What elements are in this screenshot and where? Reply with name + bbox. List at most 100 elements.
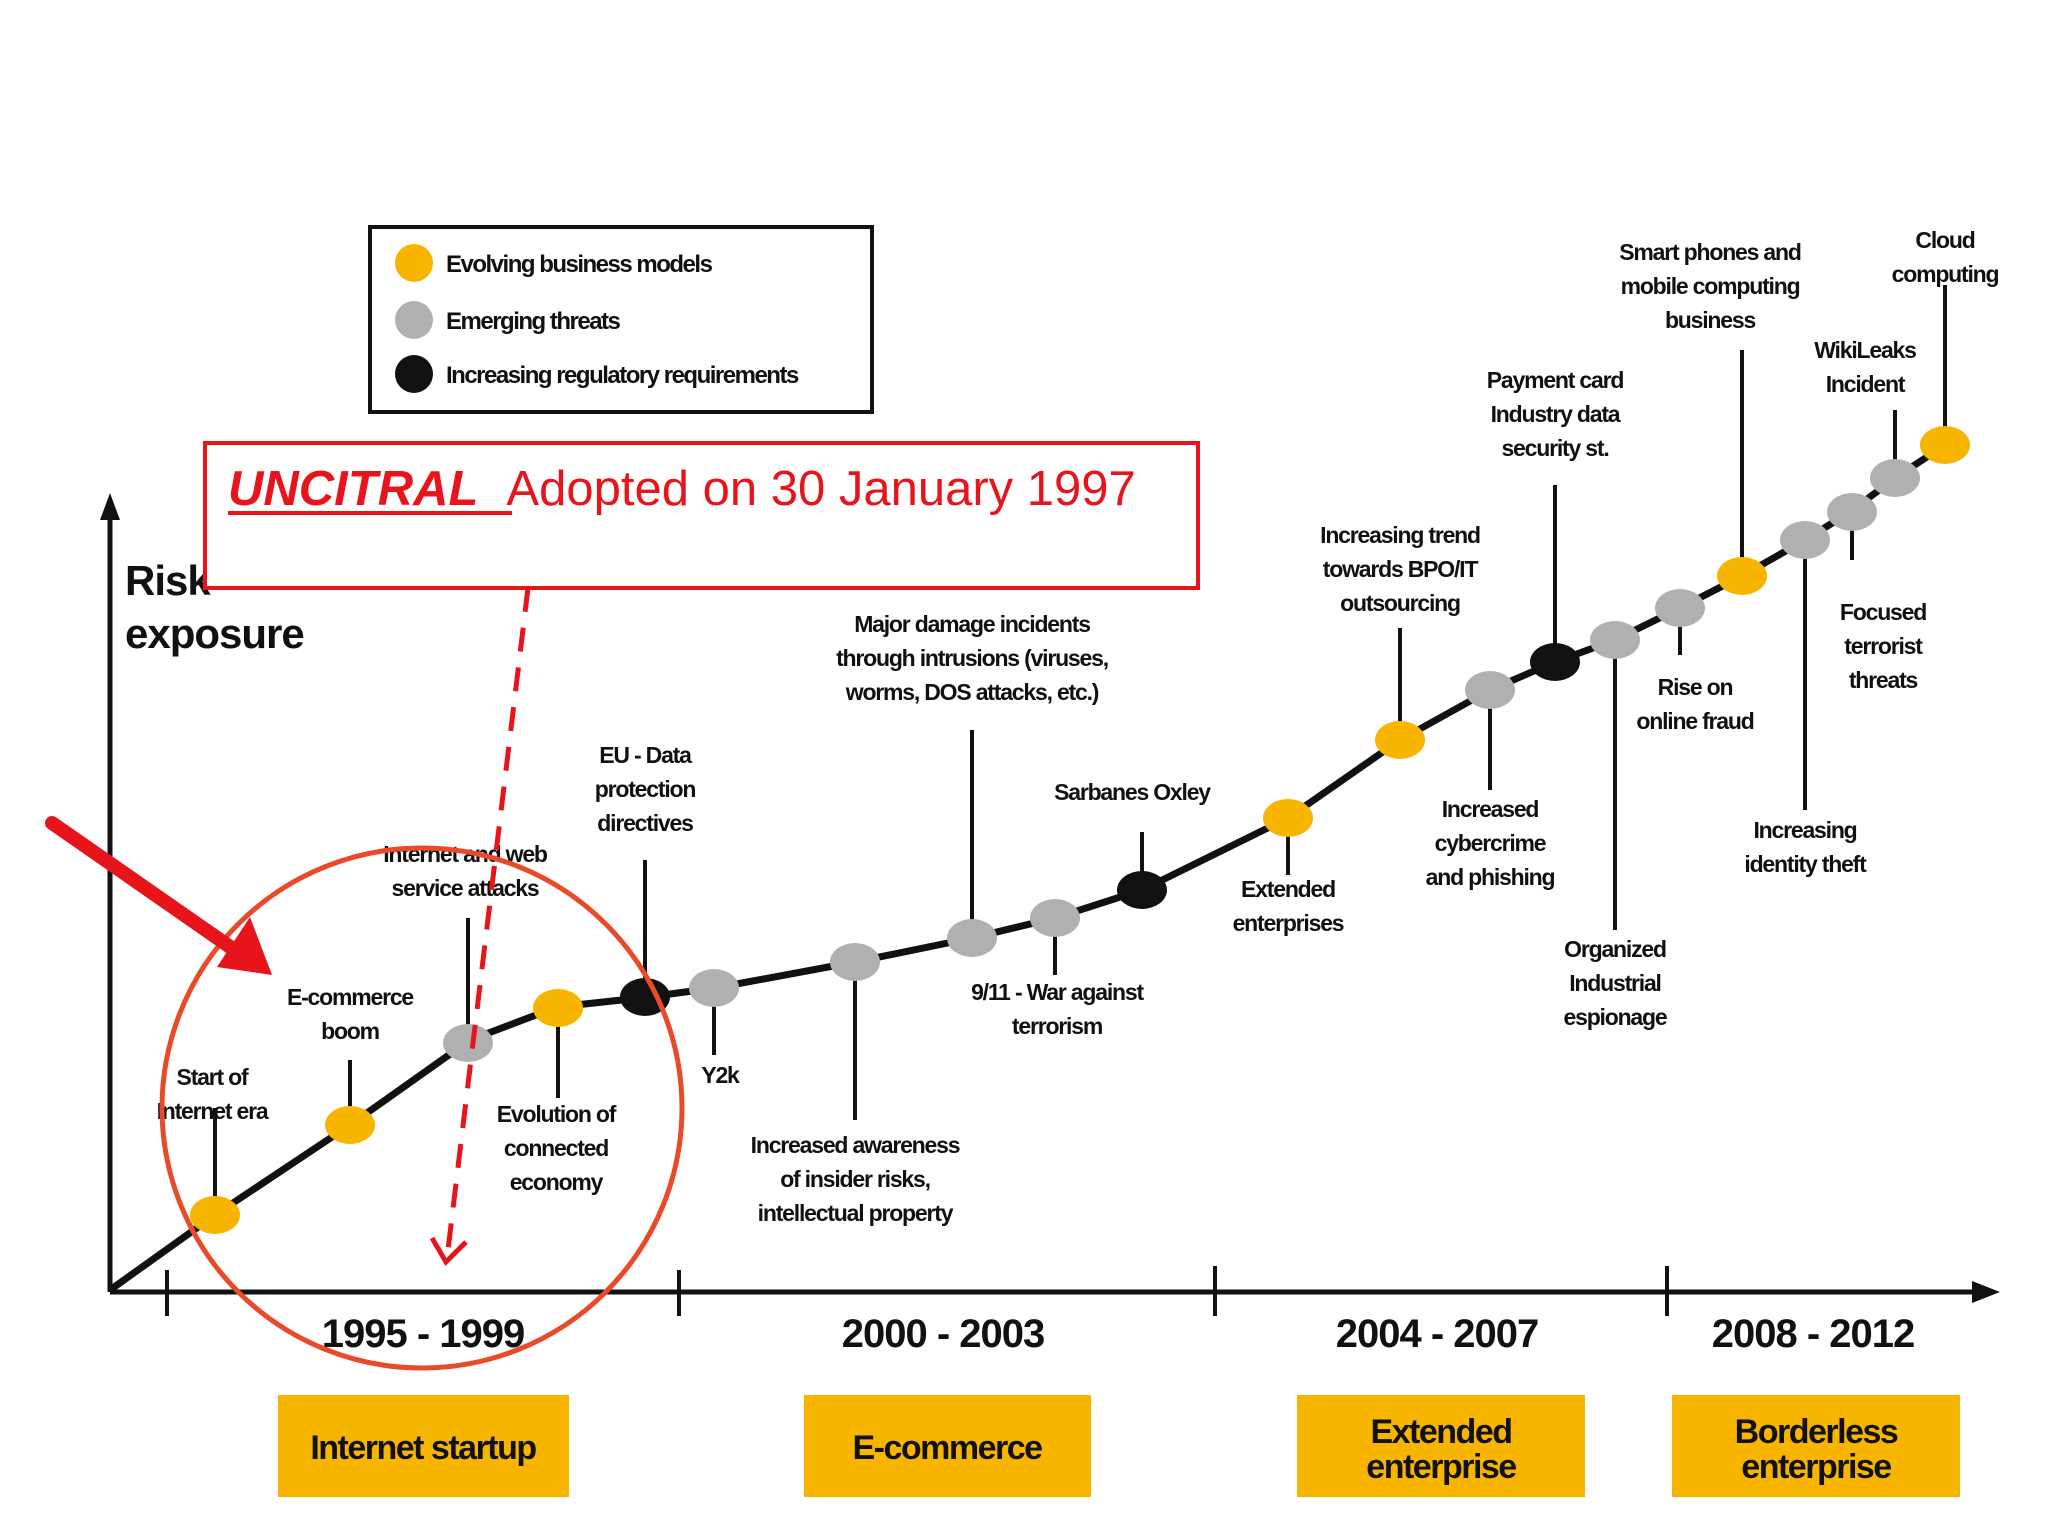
event-label-organized-industrial-espionage: espionage [1564,1004,1667,1030]
highlight-circle [159,845,685,1371]
event-label-smart-phones-and-mobile-computing-business: business [1665,307,1756,333]
event-label-start-of-internet-era: Start of [177,1064,249,1090]
legend-business-marker [395,244,433,282]
event-label-sarbanes-oxley: Sarbanes Oxley [1054,779,1211,805]
x-axis-arrowhead [1972,1281,2000,1303]
event-label-organized-industrial-espionage: Industrial [1569,970,1661,996]
event-label-major-damage-incidents-through-intrusions-viruses-worms-dos-attacks-etc: through intrusions (viruses, [836,645,1108,671]
legend-box [368,225,874,414]
event-label-major-damage-incidents-through-intrusions-viruses-worms-dos-attacks-etc: worms, DOS attacks, etc.) [845,679,1099,705]
phase-label: Borderless [1735,1413,1898,1451]
dashed-connector [445,587,531,1251]
event-label-evolution-of-connected-economy: Evolution of [497,1101,617,1127]
event-marker-business-start-of-internet-era [190,1196,240,1234]
event-label-focused-terrorist-threats: Focused [1840,599,1926,625]
axes: Risk exposure [100,493,2000,1316]
event-label-cloud-computing: Cloud [1915,227,1974,253]
event-label-smart-phones-and-mobile-computing-business: Smart phones and [1619,239,1801,265]
event-label-eu-data-protection-directives: EU - Data [599,742,692,768]
legend: Evolving business models Emerging threat… [368,225,874,414]
event-marker-threat-wikileaks-incident [1870,459,1920,497]
pointer-arrow-head [217,917,272,975]
event-label-increased-cybercrime-and-phishing: Increased [1442,796,1539,822]
event-marker-regulatory-payment-card-industry-data-security-st [1530,643,1580,681]
event-label-e-commerce-boom: E-commerce [287,984,413,1010]
uncitral-label: UNCITRAL [228,462,478,516]
phase-box-internet-startup [278,1395,569,1497]
event-label-rise-on-online-fraud: Rise on [1658,674,1733,700]
event-label-increased-awareness-of-insider-risks-intellectual-property: intellectual property [758,1200,954,1226]
y-axis-arrowhead [100,493,120,520]
event-marker-business-smart-phones-and-mobile-computing-business [1717,557,1767,595]
uncitral-callout-title: UNCITRAL Adopted on 30 January 1997 [228,462,1136,516]
event-label-smart-phones-and-mobile-computing-business: mobile computing [1621,273,1800,299]
event-label-increasing-trend-towards-bpo-it-outsourcing: outsourcing [1340,590,1460,616]
period-label: 2008 - 2012 [1712,1312,1915,1356]
event-label-9-11-war-against-terrorism: terrorism [1012,1013,1103,1039]
event-marker-threat-internet-and-web-service-attacks [443,1024,493,1062]
event-label-focused-terrorist-threats: terrorist [1844,633,1923,659]
y-axis-label-risk: Risk [125,557,211,604]
event-label-evolution-of-connected-economy: connected [504,1135,608,1161]
event-marker-threat-focused-terrorist-threats [1827,493,1877,531]
pointer-arrow-shaft [45,816,253,965]
event-marker-threat-rise-on-online-fraud [1655,589,1705,627]
phase-boxes: Internet startup E-commerce Extended ent… [278,1395,1960,1497]
phase-label: E-commerce [852,1429,1042,1467]
event-label-increasing-identity-theft: Increasing [1753,817,1856,843]
event-label-wikileaks-incident: Incident [1826,371,1906,397]
event-marker-business-evolution-of-connected-economy [533,989,583,1027]
event-label-payment-card-industry-data-security-st: Industry data [1491,401,1621,427]
event-marker-threat-increased-awareness-of-insider-risks-intellectual-property [830,943,880,981]
event-label-eu-data-protection-directives: directives [597,810,693,836]
event-label-cloud-computing: computing [1892,261,1999,287]
y-axis-label-exposure: exposure [125,610,304,657]
event-marker-regulatory-sarbanes-oxley [1117,871,1167,909]
event-label-payment-card-industry-data-security-st: security st. [1501,435,1608,461]
event-marker-threat-major-damage-incidents-through-intrusions-viruses-worms-dos-attacks-etc [947,919,997,957]
event-label-9-11-war-against-terrorism: 9/11 - War against [971,979,1144,1005]
event-label-increased-cybercrime-and-phishing: and phishing [1426,864,1555,890]
period-label: 1995 - 1999 [322,1312,525,1356]
phase-label: Extended [1370,1413,1511,1451]
event-label-focused-terrorist-threats: threats [1849,667,1918,693]
event-label-y2k: Y2k [701,1062,740,1088]
event-label-major-damage-incidents-through-intrusions-viruses-worms-dos-attacks-etc: Major damage incidents [854,611,1090,637]
legend-regulatory-label: Increasing regulatory requirements [446,362,799,389]
event-marker-threat-increased-cybercrime-and-phishing [1465,671,1515,709]
period-labels: 1995 - 1999 2000 - 2003 2004 - 2007 2008… [322,1312,1916,1356]
event-label-increasing-identity-theft: identity theft [1744,851,1867,877]
uncitral-callout-box [203,441,1200,590]
event-marker-business-e-commerce-boom [325,1106,375,1144]
event-marker-business-cloud-computing [1920,426,1970,464]
legend-threat-marker [395,301,433,339]
event-label-payment-card-industry-data-security-st: Payment card [1487,367,1624,393]
dashed-connector-arrowhead [429,1236,468,1267]
event-marker-threat-9-11-war-against-terrorism [1030,899,1080,937]
risk-curve [107,442,1947,1293]
event-marker-threat-y2k [689,969,739,1007]
legend-threat-label: Emerging threats [446,308,621,335]
event-label-rise-on-online-fraud: online fraud [1636,708,1753,734]
event-label-increased-awareness-of-insider-risks-intellectual-property: of insider risks, [780,1166,930,1192]
event-label-increasing-trend-towards-bpo-it-outsourcing: towards BPO/IT [1323,556,1479,582]
event-label-extended-enterprises: enterprises [1233,910,1344,936]
period-label: 2000 - 2003 [842,1312,1045,1356]
event-marker-business-increasing-trend-towards-bpo-it-outsourcing [1375,721,1425,759]
event-label-wikileaks-incident: WikiLeaks [1814,337,1916,363]
event-marker-threat-organized-industrial-espionage [1590,621,1640,659]
period-label: 2004 - 2007 [1336,1312,1539,1356]
phase-label: enterprise [1741,1448,1891,1486]
phase-box-borderless-enterprise [1672,1395,1960,1497]
uncitral-annotation: UNCITRAL Adopted on 30 January 1997 [45,441,1200,1371]
event-marker-threat-increasing-identity-theft [1780,521,1830,559]
event-label-organized-industrial-espionage: Organized [1564,936,1666,962]
phase-label: Internet startup [310,1429,536,1467]
event-label-start-of-internet-era: Internet era [157,1098,269,1124]
event-label-increased-cybercrime-and-phishing: cybercrime [1435,830,1546,856]
phase-label: enterprise [1366,1448,1516,1486]
event-label-increasing-trend-towards-bpo-it-outsourcing: Increasing trend [1320,522,1480,548]
event-label-extended-enterprises: Extended [1241,876,1335,902]
